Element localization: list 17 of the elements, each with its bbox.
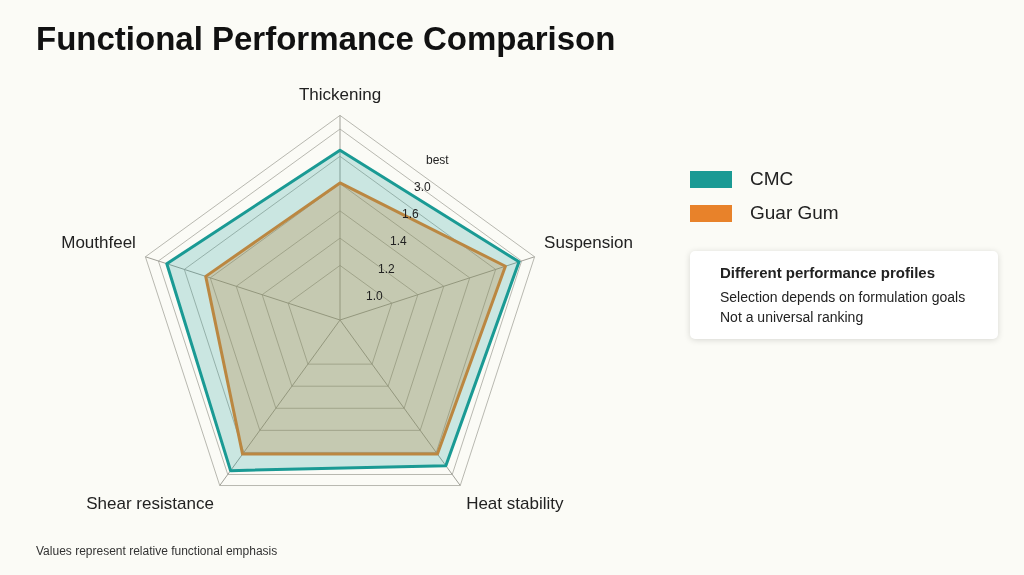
- text: 1.4: [390, 234, 407, 249]
- text: Different performance profiles: [720, 263, 937, 283]
- text: 3.0: [414, 179, 431, 194]
- spoke-label: Mouthfeel: [61, 233, 136, 253]
- chart-title: Functional Performance Comparison: [36, 20, 616, 58]
- text: Values represent relative functional emphasis: [36, 544, 278, 558]
- legend-label: CMC: [750, 168, 794, 190]
- text: Selection depends on formulation goals: [720, 288, 967, 307]
- spoke-label: Thickening: [298, 84, 382, 104]
- text: Not a universal ranking: [720, 308, 865, 327]
- text: 1.0: [366, 289, 383, 304]
- text: 1.2: [378, 261, 395, 276]
- text: best: [426, 152, 449, 167]
- legend-label: Guar Gum: [750, 202, 839, 224]
- spoke-label: Shear resistance: [86, 493, 214, 513]
- spoke-label: Suspension: [544, 233, 633, 253]
- spoke-label: Heat stability: [466, 493, 564, 513]
